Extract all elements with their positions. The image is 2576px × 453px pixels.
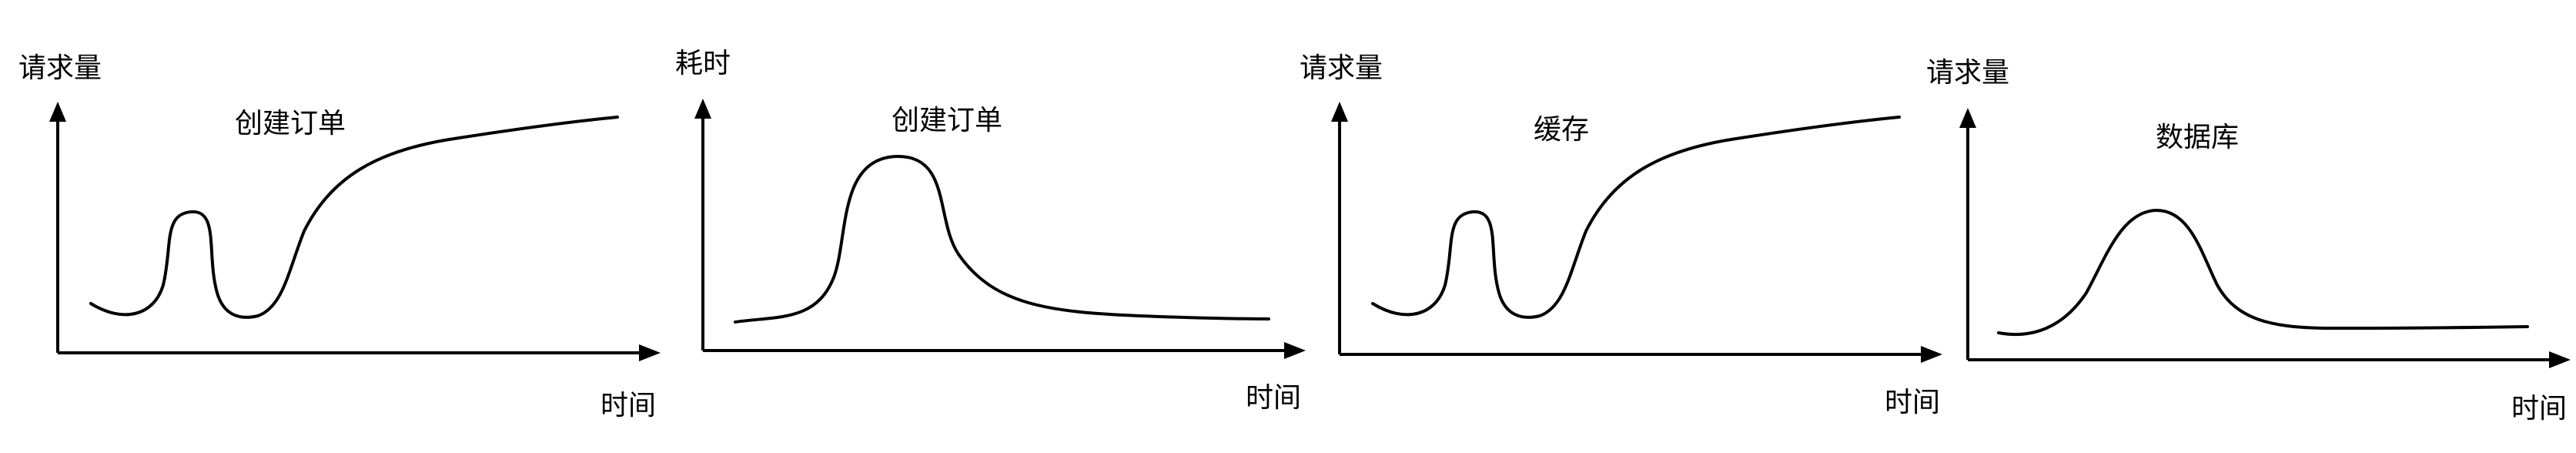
panel-2-curve bbox=[734, 154, 1270, 324]
panel-4-y-label: 请求量 bbox=[1926, 57, 2009, 89]
panel-1: 请求量 创建订单 时间 bbox=[18, 52, 661, 421]
panel-3-x-label: 时间 bbox=[1885, 387, 1940, 418]
panel-4: 请求量 数据库 时间 bbox=[1926, 57, 2571, 424]
panel-4-x-axis-arrowhead bbox=[2549, 351, 2571, 368]
panel-3-curve bbox=[1371, 116, 1901, 319]
panel-4-curve bbox=[1997, 208, 2529, 337]
panel-2-y-axis-arrowhead bbox=[694, 99, 711, 119]
panel-3: 请求量 缓存 时间 bbox=[1300, 52, 1942, 418]
panel-4-title: 数据库 bbox=[2156, 122, 2239, 153]
panel-2-title: 创建订单 bbox=[892, 105, 1002, 136]
panel-2-y-label: 耗时 bbox=[675, 48, 731, 79]
panel-1-x-label: 时间 bbox=[601, 390, 656, 421]
panel-4-y-axis-arrowhead bbox=[1959, 108, 1976, 128]
panel-2-x-label: 时间 bbox=[1246, 382, 1301, 414]
panel-3-x-axis-arrowhead bbox=[1921, 346, 1942, 363]
panel-3-y-axis-arrowhead bbox=[1331, 102, 1348, 122]
panel-3-title: 缓存 bbox=[1534, 114, 1589, 146]
panel-1-title: 创建订单 bbox=[235, 108, 346, 139]
panel-2: 耗时 创建订单 时间 bbox=[675, 48, 1306, 414]
panel-1-curve bbox=[89, 116, 619, 319]
panel-3-y-label: 请求量 bbox=[1300, 52, 1383, 84]
panel-1-y-label: 请求量 bbox=[18, 52, 102, 84]
panel-1-y-axis-arrowhead bbox=[49, 102, 66, 122]
panel-4-x-label: 时间 bbox=[2511, 393, 2567, 424]
panel-1-x-axis-arrowhead bbox=[639, 344, 661, 361]
panel-2-x-axis-arrowhead bbox=[1284, 342, 1306, 359]
